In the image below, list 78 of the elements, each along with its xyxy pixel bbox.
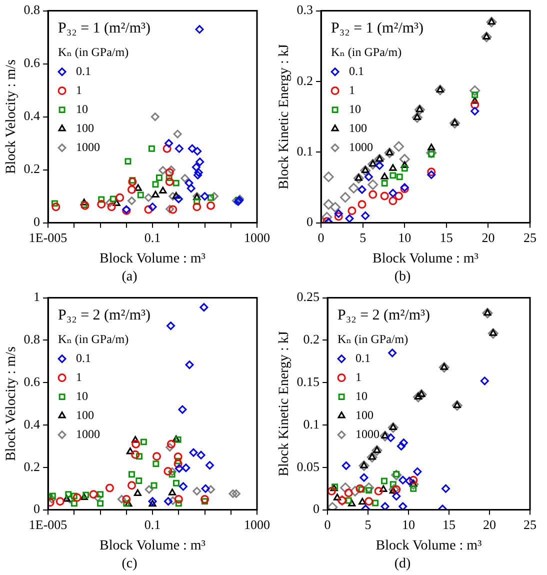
y-tick-label: 0 <box>34 214 40 230</box>
y-tick-label: 0 <box>34 501 40 516</box>
legend-label: 100 <box>349 120 368 135</box>
legend-label: 10 <box>349 102 362 116</box>
legend-label: 0.1 <box>356 350 371 365</box>
x-tick-label: 5 <box>360 230 366 246</box>
x-tick-label: 25 <box>524 230 536 246</box>
x-tick-label: 20 <box>483 517 496 532</box>
y-axis-title: Block Kinetic Energy : kJ <box>277 44 292 190</box>
y-axis-title: Block Kinetic Energy : kJ <box>277 330 292 476</box>
y-tick-label: 0.2 <box>303 332 320 347</box>
y-tick-label: 0.8 <box>24 2 40 18</box>
legend-label: 1000 <box>349 140 374 154</box>
y-tick-label: 0.8 <box>24 332 40 347</box>
legend-label: 10 <box>76 388 88 403</box>
y-tick-label: 0.4 <box>24 416 41 432</box>
y-axis-title: Block Velocity : m/s <box>4 346 20 462</box>
legend-title: Kₙ (in GPa/m) <box>58 332 129 346</box>
x-tick-label: 15 <box>442 517 456 532</box>
y-tick-label: 0 <box>306 214 314 230</box>
y-tick-label: 0 <box>313 501 320 516</box>
x-tick-label: 20 <box>482 230 495 246</box>
x-tick-label: 0 <box>324 517 331 532</box>
y-tick-label: 1 <box>34 289 40 304</box>
x-tick-label: 5 <box>364 517 372 532</box>
text: (d) <box>394 556 411 572</box>
y-tick-label: 0.15 <box>296 374 320 390</box>
legend-label: 100 <box>76 408 94 422</box>
y-tick-label: 0.1 <box>303 416 320 432</box>
y-tick-label: 0.2 <box>296 72 314 88</box>
x-tick-label: 10 <box>402 517 416 532</box>
annotation: P₃₂ = 2 (m²/m³) <box>58 308 151 324</box>
x-axis-title: Block Volume : m³ <box>376 538 482 554</box>
legend-label: 0.1 <box>76 350 92 365</box>
x-tick-label: 25 <box>524 517 536 532</box>
legend-title: Kₙ (in GPa/m) <box>338 332 408 346</box>
annotation: P₃₂ = 1 (m²/m³) <box>58 20 151 37</box>
y-tick-label: 0.2 <box>24 161 40 176</box>
legend-label: 1 <box>356 370 362 384</box>
x-axis-title: Block Volume : m³ <box>100 251 206 266</box>
legend-label: 1 <box>76 82 82 97</box>
y-tick-label: 0.05 <box>296 458 320 474</box>
x-tick-label: 1E-005 <box>28 230 68 246</box>
legend-label: 10 <box>356 388 368 403</box>
x-tick-label: 10 <box>398 230 412 246</box>
x-tick-label: 15 <box>440 230 453 246</box>
legend-label: 1000 <box>356 426 380 441</box>
y-tick-label: 0.6 <box>24 55 41 70</box>
text: (c) <box>122 556 138 572</box>
legend-label: 1000 <box>76 140 100 154</box>
x-tick-label: 0.1 <box>144 517 161 532</box>
legend-label: 1000 <box>76 426 100 441</box>
legend-label: 100 <box>76 120 94 135</box>
text: (b) <box>394 269 411 284</box>
y-tick-label: 0.1 <box>296 144 314 159</box>
annotation: P₃₂ = 2 (m²/m³) <box>338 308 430 324</box>
legend-label: 0.1 <box>349 64 364 78</box>
y-tick-label: 0.25 <box>296 289 320 304</box>
y-tick-label: 0.3 <box>296 2 314 18</box>
x-tick-label: 1000 <box>244 230 270 246</box>
y-axis-title: Block Velocity : m/s <box>4 60 20 174</box>
text: (a) <box>122 269 138 284</box>
x-axis-title: Block Volume : m³ <box>100 538 206 554</box>
legend-label: 0.1 <box>76 64 92 78</box>
x-tick-label: 1000 <box>244 517 270 532</box>
y-tick-label: 0.2 <box>24 458 40 474</box>
y-tick-label: 0.4 <box>24 108 41 124</box>
legend-label: 1 <box>349 82 356 97</box>
legend-label: 1 <box>76 370 82 384</box>
x-axis-title: Block Volume : m³ <box>372 251 479 266</box>
y-tick-label: 0.6 <box>24 374 41 390</box>
x-tick-label: 0.1 <box>144 230 161 246</box>
legend-label: 100 <box>356 408 374 422</box>
x-tick-label: 1E-005 <box>28 517 68 532</box>
legend-title: Kₙ (in GPa/m) <box>58 44 129 59</box>
legend-title: Kₙ (in GPa/m) <box>331 44 402 59</box>
legend-label: 10 <box>76 102 88 116</box>
annotation: P₃₂ = 1 (m²/m³) <box>331 20 424 37</box>
